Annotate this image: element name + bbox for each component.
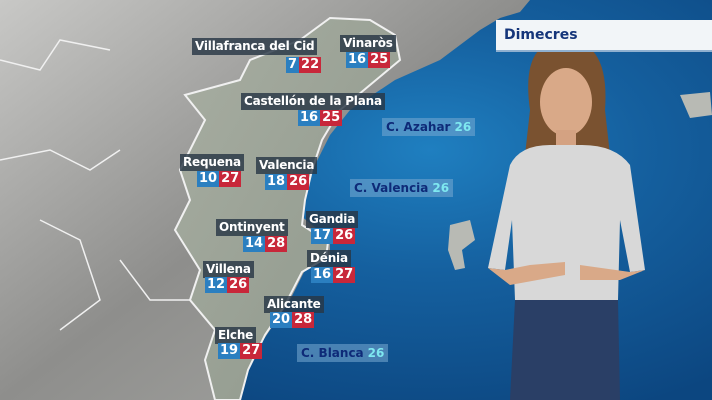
city-name-villena: Villena [203, 261, 254, 278]
city-name-requena: Requena [180, 154, 244, 171]
weather-presenter [488, 40, 645, 400]
sea-temp: 26 [432, 181, 450, 195]
max-temp: 25 [320, 110, 343, 126]
min-temp: 14 [243, 236, 266, 252]
temps-gandia: 17 26 [311, 228, 356, 244]
temps-villafranca: 7 22 [286, 57, 322, 73]
temps-elche: 19 27 [218, 343, 263, 359]
sea-area-blanca: C. Blanca 26 [297, 344, 389, 362]
city-name-elche: Elche [215, 327, 257, 344]
min-temp: 16 [311, 267, 334, 283]
min-temp: 19 [218, 343, 241, 359]
min-temp: 7 [286, 57, 300, 73]
city-name-alicante: Alicante [264, 296, 324, 313]
temps-valencia: 18 26 [265, 174, 310, 190]
day-label: Dimecres [504, 27, 578, 43]
temps-castellon: 16 25 [298, 110, 343, 126]
temps-denia: 16 27 [311, 267, 356, 283]
temps-requena: 10 27 [197, 171, 242, 187]
min-temp: 16 [298, 110, 321, 126]
sea-area-name: C. Azahar [386, 120, 451, 134]
max-temp: 25 [368, 52, 391, 68]
max-temp: 27 [219, 171, 242, 187]
city-name-castellon: Castellón de la Plana [241, 93, 385, 110]
min-temp: 10 [197, 171, 220, 187]
city-name-gandia: Gandia [306, 211, 359, 228]
sea-temp: 26 [367, 346, 385, 360]
max-temp: 26 [333, 228, 356, 244]
city-name-denia: Dénia [307, 250, 351, 267]
min-temp: 18 [265, 174, 288, 190]
temps-vinaros: 16 25 [346, 52, 391, 68]
temps-ontinyent: 14 28 [243, 236, 288, 252]
city-name-valencia: Valencia [256, 157, 318, 174]
min-temp: 17 [311, 228, 334, 244]
min-temp: 20 [270, 312, 293, 328]
city-name-vinaros: Vinaròs [340, 35, 396, 52]
max-temp: 22 [299, 57, 322, 73]
sea-area-name: C. Blanca [301, 346, 364, 360]
min-temp: 16 [346, 52, 369, 68]
city-name-villafranca: Villafranca del Cid [192, 38, 318, 55]
max-temp: 28 [265, 236, 288, 252]
max-temp: 27 [333, 267, 356, 283]
day-header: Dimecres [496, 20, 712, 52]
sea-area-name: C. Valencia [354, 181, 429, 195]
temps-villena: 12 26 [205, 277, 250, 293]
sea-area-azahar: C. Azahar 26 [382, 118, 476, 136]
max-temp: 27 [240, 343, 263, 359]
sea-area-valencia: C. Valencia 26 [350, 179, 454, 197]
temps-alicante: 20 28 [270, 312, 315, 328]
sea-temp: 26 [454, 120, 472, 134]
city-name-ontinyent: Ontinyent [216, 219, 288, 236]
min-temp: 12 [205, 277, 228, 293]
max-temp: 26 [287, 174, 310, 190]
max-temp: 26 [227, 277, 250, 293]
max-temp: 28 [292, 312, 315, 328]
